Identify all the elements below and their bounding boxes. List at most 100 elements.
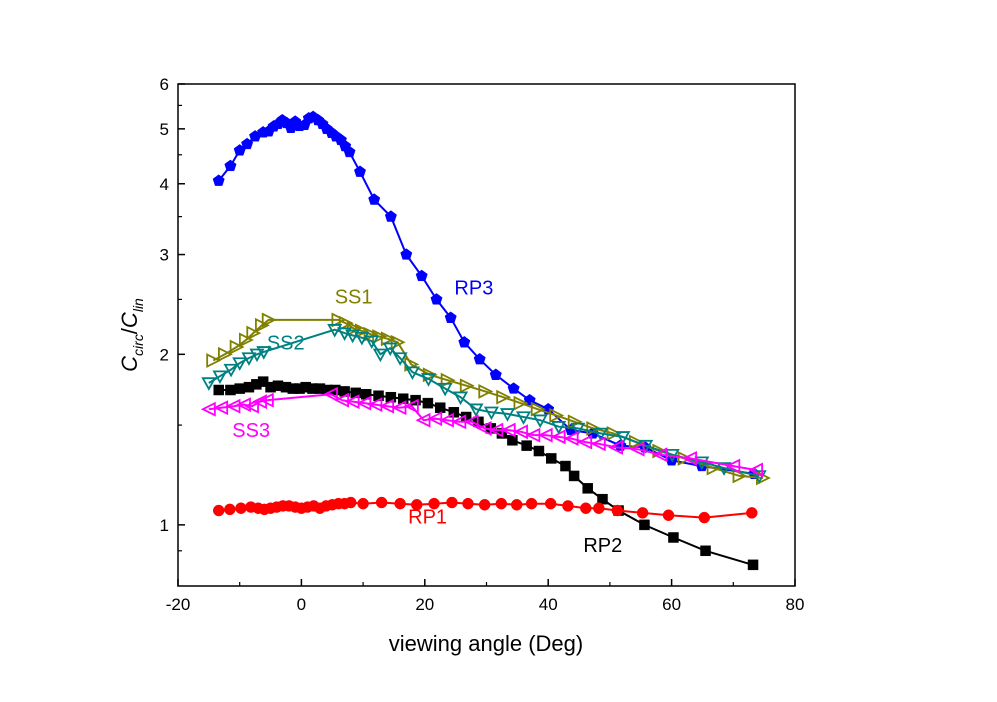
series-rp1 xyxy=(212,496,758,524)
data-point xyxy=(427,411,443,427)
data-point xyxy=(478,383,494,399)
series-rp2 xyxy=(213,376,759,571)
data-point xyxy=(200,401,216,417)
data-point xyxy=(458,335,471,348)
y-title-sub2: lin xyxy=(130,298,146,312)
data-point xyxy=(551,421,567,435)
data-point xyxy=(513,395,529,411)
data-point xyxy=(327,324,343,338)
data-point xyxy=(422,397,434,409)
data-point xyxy=(241,352,257,366)
data-point xyxy=(345,496,357,509)
data-point xyxy=(357,497,369,510)
data-point xyxy=(343,145,356,158)
data-point xyxy=(338,315,354,331)
x-axis: -20 0 20 40 60 80 xyxy=(166,579,805,614)
data-point xyxy=(420,373,437,387)
data-point xyxy=(257,376,269,387)
x-tick-label: 60 xyxy=(662,595,681,614)
data-point xyxy=(364,335,380,349)
y-axis: 1 2 3 4 5 6 xyxy=(160,75,185,552)
data-point xyxy=(549,407,565,423)
data-point xyxy=(241,137,254,150)
data-point xyxy=(590,436,606,452)
data-point xyxy=(523,393,536,406)
data-point xyxy=(391,400,407,416)
x-tick-label: 80 xyxy=(786,595,805,614)
data-point xyxy=(246,325,262,341)
data-point xyxy=(562,500,574,512)
data-point xyxy=(593,427,609,442)
data-point xyxy=(550,429,566,445)
data-point xyxy=(430,293,443,305)
data-point xyxy=(400,248,413,260)
data-point xyxy=(411,499,423,511)
data-point xyxy=(213,400,229,416)
data-point xyxy=(628,434,644,450)
series-label-ss2: SS2 xyxy=(267,332,305,354)
data-point xyxy=(428,497,440,510)
data-point xyxy=(725,458,741,474)
data-point xyxy=(700,545,711,557)
series-line xyxy=(208,328,760,477)
data-point xyxy=(662,509,675,521)
series-label-rp1: RP1 xyxy=(408,507,447,529)
data-point xyxy=(390,334,406,350)
y-tick-label: 2 xyxy=(160,345,169,364)
y-tick-label: 6 xyxy=(160,75,169,94)
data-point xyxy=(636,507,649,519)
y-tick-label: 4 xyxy=(160,175,169,194)
data-point xyxy=(747,559,759,571)
data-point xyxy=(668,532,679,543)
x-axis-title: viewing angle (Deg) xyxy=(389,631,583,656)
data-point xyxy=(580,502,592,514)
data-point xyxy=(639,519,650,531)
data-point xyxy=(507,435,518,446)
x-tick-label: 0 xyxy=(297,595,306,614)
data-point xyxy=(345,329,361,344)
data-point xyxy=(206,353,222,369)
data-point xyxy=(682,450,698,466)
data-point xyxy=(463,414,479,430)
data-point xyxy=(224,503,236,516)
data-point xyxy=(217,346,233,362)
data-point xyxy=(223,363,239,378)
data-point xyxy=(382,342,398,357)
data-point xyxy=(249,348,265,363)
data-point xyxy=(415,412,431,428)
data-point xyxy=(495,497,508,510)
series-ss2 xyxy=(201,324,767,484)
data-point xyxy=(748,462,764,478)
x-tick-label: 40 xyxy=(539,595,558,614)
data-point xyxy=(582,483,593,494)
data-point xyxy=(615,431,631,445)
data-point xyxy=(473,352,486,365)
data-point xyxy=(372,348,388,363)
series-label-rp2: RP2 xyxy=(583,535,622,557)
data-point xyxy=(375,496,388,509)
data-point xyxy=(496,389,512,405)
data-point xyxy=(489,368,502,380)
data-point xyxy=(434,402,446,413)
data-point xyxy=(238,332,254,348)
data-point xyxy=(403,398,419,414)
data-point xyxy=(438,412,454,428)
data-point xyxy=(515,411,532,425)
data-point xyxy=(629,441,645,457)
data-point xyxy=(410,394,421,406)
series-label-rp3: RP3 xyxy=(454,278,493,300)
data-point xyxy=(510,499,523,511)
data-point xyxy=(560,460,571,472)
data-point xyxy=(570,422,586,437)
data-point xyxy=(478,499,491,511)
data-point xyxy=(468,403,484,418)
data-point xyxy=(593,502,605,514)
data-point xyxy=(459,378,475,394)
data-point xyxy=(677,450,693,466)
series-layer xyxy=(200,110,771,571)
data-point xyxy=(698,511,711,524)
data-point xyxy=(244,398,259,414)
data-point xyxy=(513,424,528,440)
data-point xyxy=(323,386,338,402)
